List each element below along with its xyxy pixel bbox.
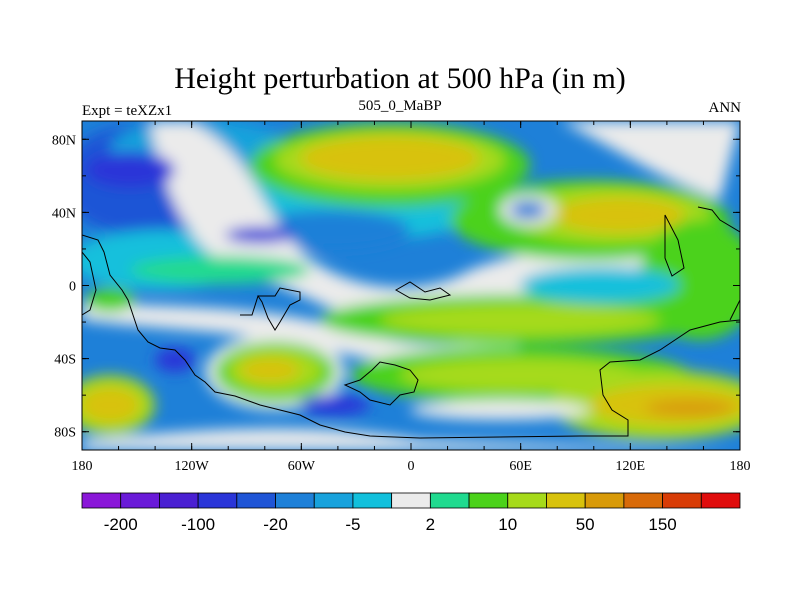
colorbar-swatch [468, 492, 509, 509]
colorbar-swatch [546, 492, 586, 509]
colorbar-label: 2 [426, 515, 435, 534]
colorbar-label: 50 [576, 515, 595, 534]
age-label: 505_0_MaBP [358, 98, 442, 114]
y-tick-label: 0 [69, 280, 76, 295]
colorbar-swatch [507, 492, 547, 509]
y-tick-label: 80S [54, 426, 76, 441]
season-label: ANN [708, 100, 742, 116]
colorbar-label: -5 [345, 515, 360, 534]
x-tick-label: 60W [288, 459, 316, 474]
x-tick-label: 60E [509, 459, 532, 474]
colorbar-swatch [197, 492, 238, 509]
colorbar-swatch [159, 492, 199, 509]
colorbar-swatch [391, 492, 431, 509]
x-tick-label: 120W [175, 459, 210, 474]
colorbar-label: 150 [648, 515, 676, 534]
colorbar-swatch [120, 492, 160, 509]
contour-field [82, 121, 740, 450]
colorbar: -200 -100 -20 -5 2 10 50 150 [81, 492, 741, 534]
x-tick-label: 0 [408, 459, 415, 474]
colorbar-swatch [700, 492, 741, 509]
colorbar-swatch [662, 492, 702, 509]
y-tick-label: 40N [52, 206, 76, 221]
x-axis: 180 120W 60W 0 60E 120E 180 [72, 121, 751, 474]
colorbar-label: -20 [263, 515, 288, 534]
colorbar-swatch [623, 492, 663, 509]
x-tick-label: 180 [72, 459, 93, 474]
colorbar-label: -200 [104, 515, 138, 534]
y-tick-label: 40S [54, 353, 76, 368]
y-axis: 80N 40N 0 40S 80S [52, 133, 740, 441]
colorbar-swatch [275, 492, 315, 509]
colorbar-label: 10 [498, 515, 517, 534]
x-tick-label: 180 [730, 459, 751, 474]
experiment-label: Expt = teXZx1 [82, 103, 173, 119]
colorbar-swatch [584, 492, 625, 509]
colorbar-label: -100 [181, 515, 215, 534]
x-tick-label: 120E [616, 459, 646, 474]
colorbar-swatch [313, 492, 354, 509]
y-tick-label: 80N [52, 133, 76, 148]
colorbar-swatch [236, 492, 276, 509]
colorbar-swatch [352, 492, 393, 509]
colorbar-swatch [429, 492, 470, 509]
colorbar-swatch [81, 492, 122, 509]
coastlines [82, 206, 740, 439]
plot-title: Height perturbation at 500 hPa (in m) [174, 62, 626, 95]
